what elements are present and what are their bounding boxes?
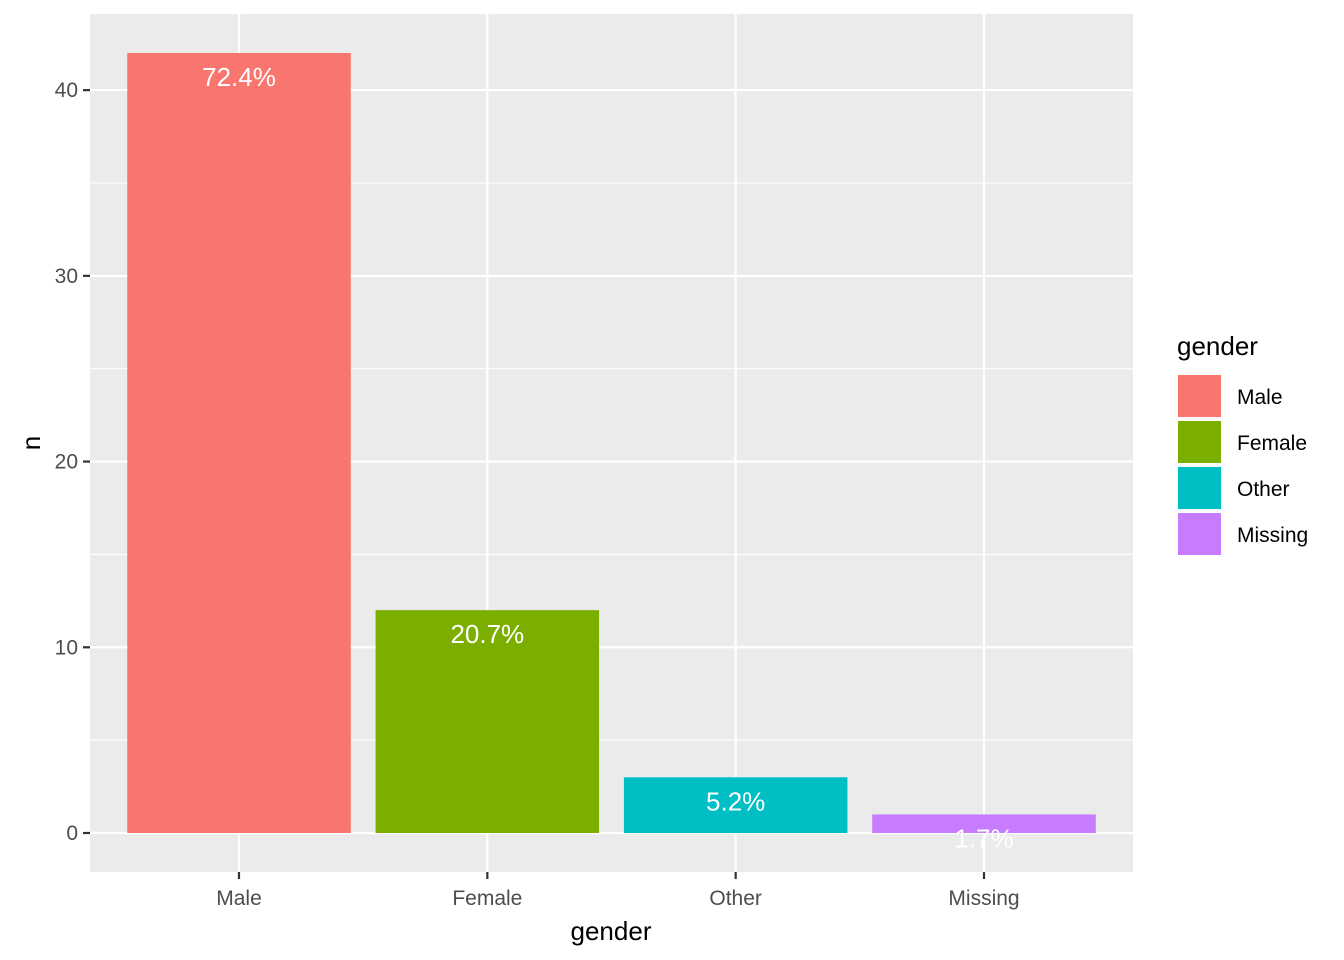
legend-key <box>1176 465 1223 511</box>
legend: gender Male Female Other Missing <box>1176 331 1308 557</box>
bar <box>375 610 600 833</box>
legend-key <box>1176 373 1223 419</box>
legend-label: Missing <box>1237 524 1308 547</box>
legend-key <box>1176 511 1223 557</box>
y-axis-title: n <box>16 436 46 450</box>
legend-label: Female <box>1237 432 1307 455</box>
legend-title: gender <box>1177 331 1258 361</box>
bar <box>127 53 351 833</box>
bar-labels: 72.4% 20.7% 5.2% 1.7% <box>202 62 1014 853</box>
bar-data-label: 72.4% <box>202 62 276 92</box>
x-tick-label: Male <box>216 887 262 910</box>
y-tick-label: 30 <box>55 265 78 288</box>
x-tick-label: Other <box>709 887 762 910</box>
x-tick-label: Missing <box>948 887 1019 910</box>
bar-data-label: 5.2% <box>706 786 765 816</box>
y-tick-label: 10 <box>55 636 78 659</box>
legend-label: Other <box>1237 478 1290 501</box>
bars <box>127 53 1096 833</box>
y-tick-label: 20 <box>55 451 78 474</box>
bar-data-label: 20.7% <box>450 619 524 649</box>
bar-data-label: 1.7% <box>954 823 1013 853</box>
y-tick-label: 0 <box>66 822 78 845</box>
x-tick-label: Female <box>452 887 522 910</box>
bar <box>872 814 1096 833</box>
y-tick-label: 40 <box>55 79 78 102</box>
y-axis: 0 10 20 30 40 <box>55 79 90 845</box>
x-axis-title: gender <box>571 916 652 946</box>
legend-key <box>1176 419 1223 465</box>
legend-label: Male <box>1237 386 1283 409</box>
bar <box>623 777 848 833</box>
x-axis: Male Female Other Missing <box>216 872 1020 910</box>
